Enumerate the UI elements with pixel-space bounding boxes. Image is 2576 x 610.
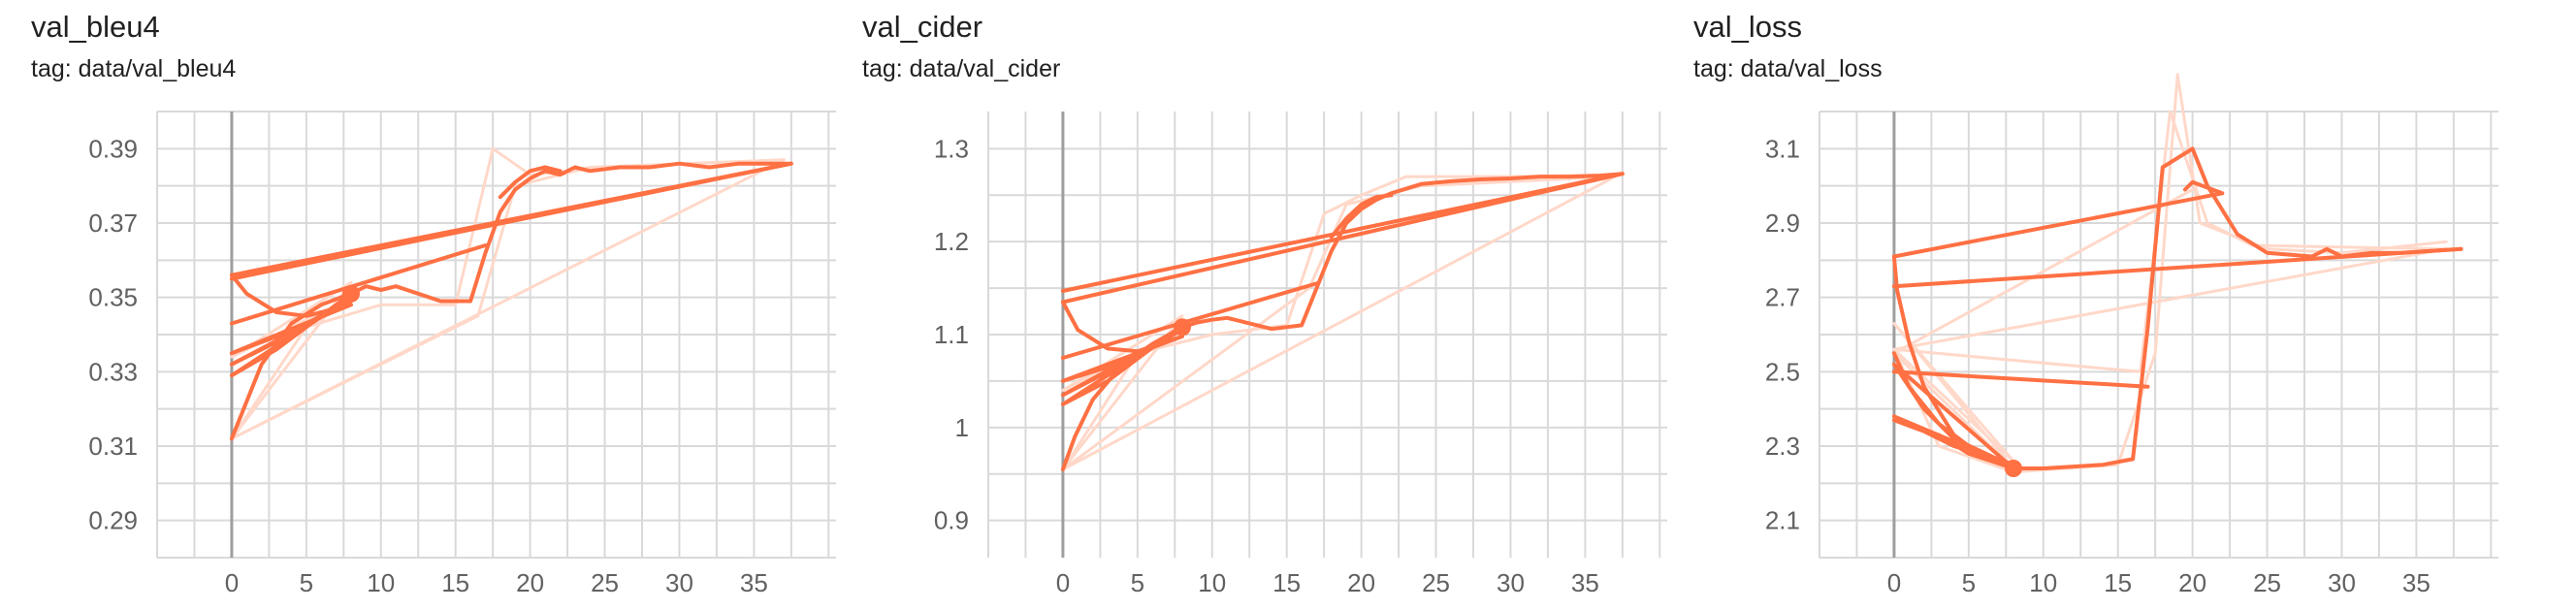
- series-line-smoothed: [1891, 369, 2150, 389]
- x-tick-label: 25: [2253, 568, 2281, 597]
- y-tick-label: 1.1: [934, 320, 969, 349]
- x-tick-label: 0: [1887, 568, 1901, 597]
- y-tick-label: 2.5: [1765, 357, 1800, 386]
- x-tick-label: 20: [2178, 568, 2206, 597]
- x-tick-label: 0: [1056, 568, 1070, 597]
- x-tick-label: 35: [1571, 568, 1599, 597]
- grid: [156, 111, 836, 559]
- y-tick-label: 0.37: [88, 209, 138, 238]
- series-line-raw: [230, 158, 786, 440]
- y-tick-label: 2.9: [1765, 209, 1800, 238]
- series-line-raw: [1061, 173, 1617, 471]
- chart-panel-val-loss: val_loss tag: data/val_loss 0 5 10 15 20 25 30…: [1693, 0, 2528, 610]
- chart-plot[interactable]: 0 5 10 15 20 25 30 35 0.29 0.31 0.33 0.35 0.37 0.39: [31, 0, 865, 610]
- x-tick-label: 5: [300, 568, 313, 597]
- grid: [987, 112, 1667, 558]
- x-tick-label: 25: [591, 568, 619, 597]
- y-tick-label: 0.9: [934, 506, 969, 535]
- chart-panel-val-cider: val_cider tag: data/val_cider 0 5 10 15 20 25…: [862, 0, 1696, 610]
- y-tick-label: 2.1: [1765, 506, 1800, 535]
- chart-title: val_bleu4: [31, 10, 160, 44]
- hover-point-marker: [342, 284, 360, 303]
- chart-title: val_cider: [862, 10, 983, 44]
- y-tick-label: 0.35: [88, 283, 138, 312]
- x-tick-label: 30: [1497, 568, 1525, 597]
- series-line-smoothed: [1891, 179, 2225, 259]
- x-tick-label: 0: [225, 568, 239, 597]
- series-line-smoothed: [1891, 146, 2463, 470]
- series-line-smoothed: [1060, 172, 1625, 471]
- x-tick-label: 15: [1272, 568, 1301, 597]
- y-tick-label: 3.1: [1765, 134, 1800, 163]
- x-tick-label: 30: [665, 568, 693, 597]
- y-tick-label: 0.29: [88, 506, 138, 535]
- y-tick-label: 2.7: [1765, 283, 1800, 312]
- series-line-smoothed: [1329, 193, 1394, 240]
- series-line-raw: [1892, 188, 2195, 470]
- x-tick-label: 20: [516, 568, 544, 597]
- hover-point-marker: [1174, 318, 1191, 337]
- y-tick-label: 1.2: [934, 227, 969, 256]
- chart-plot[interactable]: 0 5 10 15 20 25 30 35 2.1 2.3 2.5 2.7 2.9 3.1: [1693, 0, 2528, 610]
- series-line-raw: [1892, 73, 2448, 474]
- hover-point-marker: [2005, 460, 2022, 477]
- chart-subtitle: tag: data/val_loss: [1693, 55, 1883, 82]
- x-tick-label: 35: [2402, 568, 2431, 597]
- x-tick-label: 20: [1347, 568, 1375, 597]
- grid: [1819, 111, 2498, 559]
- chart-panel-val-bleu4: val_bleu4 tag: data/val_bleu4 0 5 10 15 20 25…: [31, 0, 865, 610]
- x-tick-label: 10: [2029, 568, 2057, 597]
- x-tick-label: 15: [441, 568, 469, 597]
- chart-subtitle: tag: data/val_bleu4: [31, 55, 237, 82]
- series-line-raw: [1061, 175, 1617, 471]
- x-tick-label: 35: [740, 568, 768, 597]
- chart-subtitle: tag: data/val_cider: [862, 55, 1061, 82]
- y-tick-label: 0.31: [88, 432, 138, 461]
- x-tick-label: 5: [1131, 568, 1144, 597]
- chart-title: val_loss: [1693, 10, 1802, 44]
- series-line-smoothed: [498, 165, 563, 200]
- y-tick-label: 1.3: [934, 134, 969, 163]
- x-tick-label: 15: [2104, 568, 2132, 597]
- y-tick-label: 0.39: [88, 134, 138, 163]
- x-tick-label: 30: [2328, 568, 2356, 597]
- x-tick-label: 5: [1962, 568, 1976, 597]
- y-tick-label: 1: [955, 413, 969, 442]
- x-tick-label: 25: [1422, 568, 1450, 597]
- y-tick-label: 0.33: [88, 357, 138, 386]
- x-tick-label: 10: [367, 568, 395, 597]
- chart-plot[interactable]: 0 5 10 15 20 25 30 35 0.9 1 1.1 1.2 1.3: [862, 0, 1696, 610]
- series-line-smoothed: [229, 161, 793, 441]
- x-tick-label: 10: [1198, 568, 1226, 597]
- y-tick-label: 2.3: [1765, 432, 1800, 461]
